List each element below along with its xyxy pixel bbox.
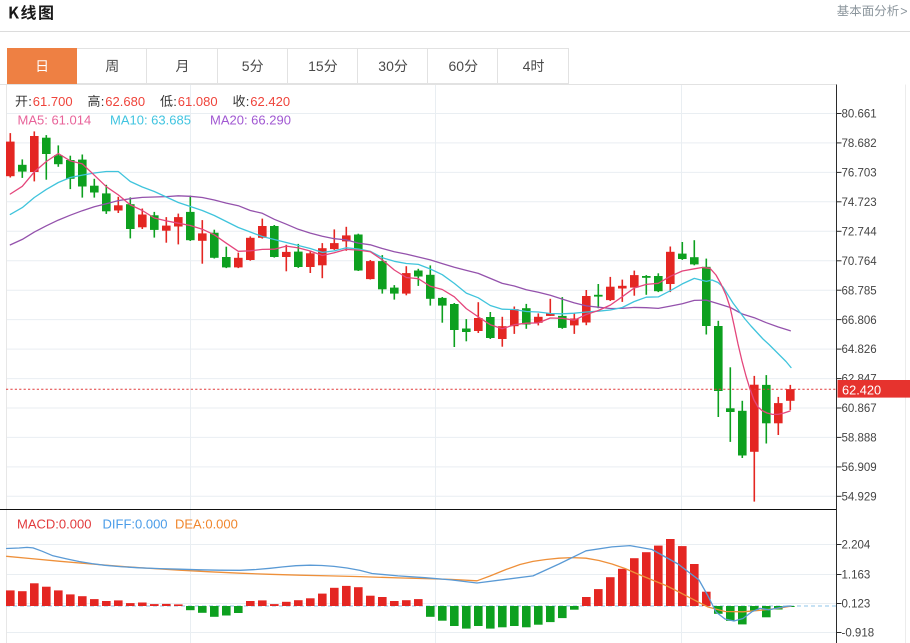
svg-text:64.826: 64.826 [842,344,877,356]
svg-text:5: 5 [242,58,250,74]
svg-text::: : [101,94,105,109]
svg-text:1.163: 1.163 [842,570,871,582]
svg-text:54.929: 54.929 [842,491,877,503]
svg-text:56.909: 56.909 [842,462,877,474]
svg-text:66.806: 66.806 [842,315,877,327]
svg-text:DEA:0.000: DEA:0.000 [175,517,238,532]
svg-text:70.764: 70.764 [842,256,878,268]
svg-text:78.682: 78.682 [842,138,877,150]
svg-text:15: 15 [308,58,324,74]
svg-text:74.723: 74.723 [842,197,877,209]
svg-text:60.867: 60.867 [842,403,877,415]
svg-text::: : [246,94,250,109]
svg-text:MA20: 66.290: MA20: 66.290 [210,113,291,128]
svg-text:2.204: 2.204 [842,540,871,552]
svg-text:0.123: 0.123 [842,599,871,611]
svg-text:30: 30 [378,58,394,74]
svg-text:61.080: 61.080 [178,94,218,109]
svg-text::: : [173,94,177,109]
svg-text:MACD:0.000: MACD:0.000 [17,517,91,532]
svg-text:62.420: 62.420 [842,382,881,397]
svg-text:MA10: 63.685: MA10: 63.685 [110,113,191,128]
svg-text:-0.918: -0.918 [842,628,875,640]
svg-text:80.661: 80.661 [842,109,877,121]
svg-text:60: 60 [449,58,465,74]
svg-text:58.888: 58.888 [842,433,877,445]
svg-text:4: 4 [523,58,531,74]
svg-text:62.420: 62.420 [250,94,290,109]
svg-text:62.680: 62.680 [105,94,145,109]
svg-text:MA5: 61.014: MA5: 61.014 [18,113,92,128]
svg-text:68.785: 68.785 [842,285,877,297]
svg-text:72.744: 72.744 [842,226,878,238]
svg-text:DIFF:0.000: DIFF:0.000 [103,517,168,532]
svg-text:76.703: 76.703 [842,168,877,180]
svg-text:61.700: 61.700 [33,94,73,109]
svg-text:>: > [900,4,907,18]
svg-text::: : [28,94,32,109]
